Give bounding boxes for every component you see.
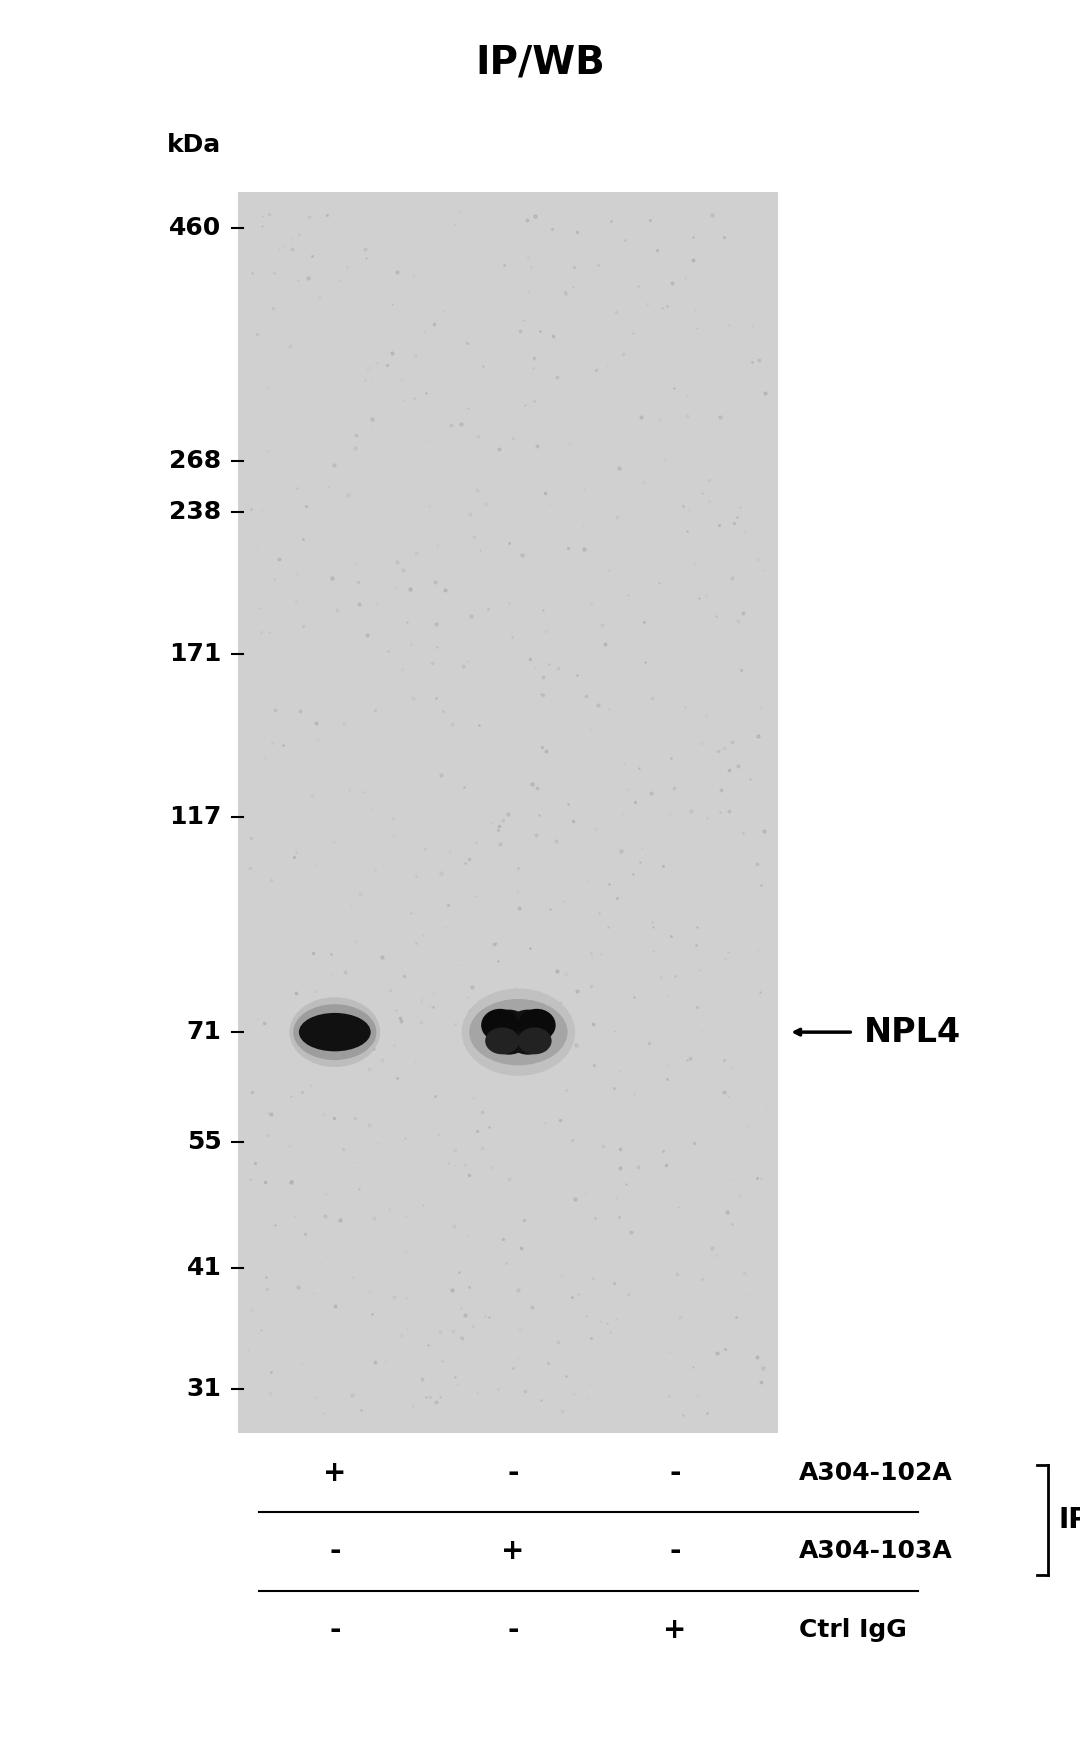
Ellipse shape	[488, 1020, 529, 1055]
Text: -: -	[329, 1616, 340, 1644]
Text: -: -	[670, 1459, 680, 1487]
Ellipse shape	[517, 1027, 552, 1055]
Text: 31: 31	[187, 1377, 221, 1401]
Text: NPL4: NPL4	[864, 1015, 961, 1048]
Text: Ctrl IgG: Ctrl IgG	[799, 1618, 907, 1642]
Ellipse shape	[518, 1008, 555, 1041]
Text: A304-102A: A304-102A	[799, 1460, 953, 1485]
Text: -: -	[508, 1616, 518, 1644]
Text: IP/WB: IP/WB	[475, 44, 605, 82]
Text: 55: 55	[187, 1130, 221, 1155]
Text: -: -	[670, 1537, 680, 1565]
Text: 41: 41	[187, 1256, 221, 1281]
Text: 171: 171	[170, 641, 221, 666]
Text: +: +	[501, 1537, 525, 1565]
Text: 71: 71	[187, 1020, 221, 1045]
Ellipse shape	[485, 1027, 519, 1055]
Text: 117: 117	[170, 805, 221, 830]
Text: A304-103A: A304-103A	[799, 1539, 953, 1564]
Text: IP: IP	[1058, 1506, 1080, 1534]
Ellipse shape	[294, 1005, 377, 1060]
Text: +: +	[663, 1616, 687, 1644]
FancyBboxPatch shape	[238, 192, 778, 1433]
Ellipse shape	[482, 1008, 518, 1041]
Text: kDa: kDa	[167, 133, 221, 157]
Text: -: -	[329, 1537, 340, 1565]
Text: 268: 268	[170, 449, 221, 472]
Text: +: +	[323, 1459, 347, 1487]
Ellipse shape	[462, 989, 576, 1076]
Ellipse shape	[488, 1010, 529, 1045]
Ellipse shape	[469, 999, 568, 1066]
Ellipse shape	[289, 998, 380, 1067]
Ellipse shape	[508, 1010, 549, 1045]
Text: 460: 460	[170, 217, 221, 239]
Ellipse shape	[508, 1020, 549, 1055]
Text: -: -	[508, 1459, 518, 1487]
Ellipse shape	[299, 1013, 370, 1052]
Text: 238: 238	[170, 500, 221, 524]
